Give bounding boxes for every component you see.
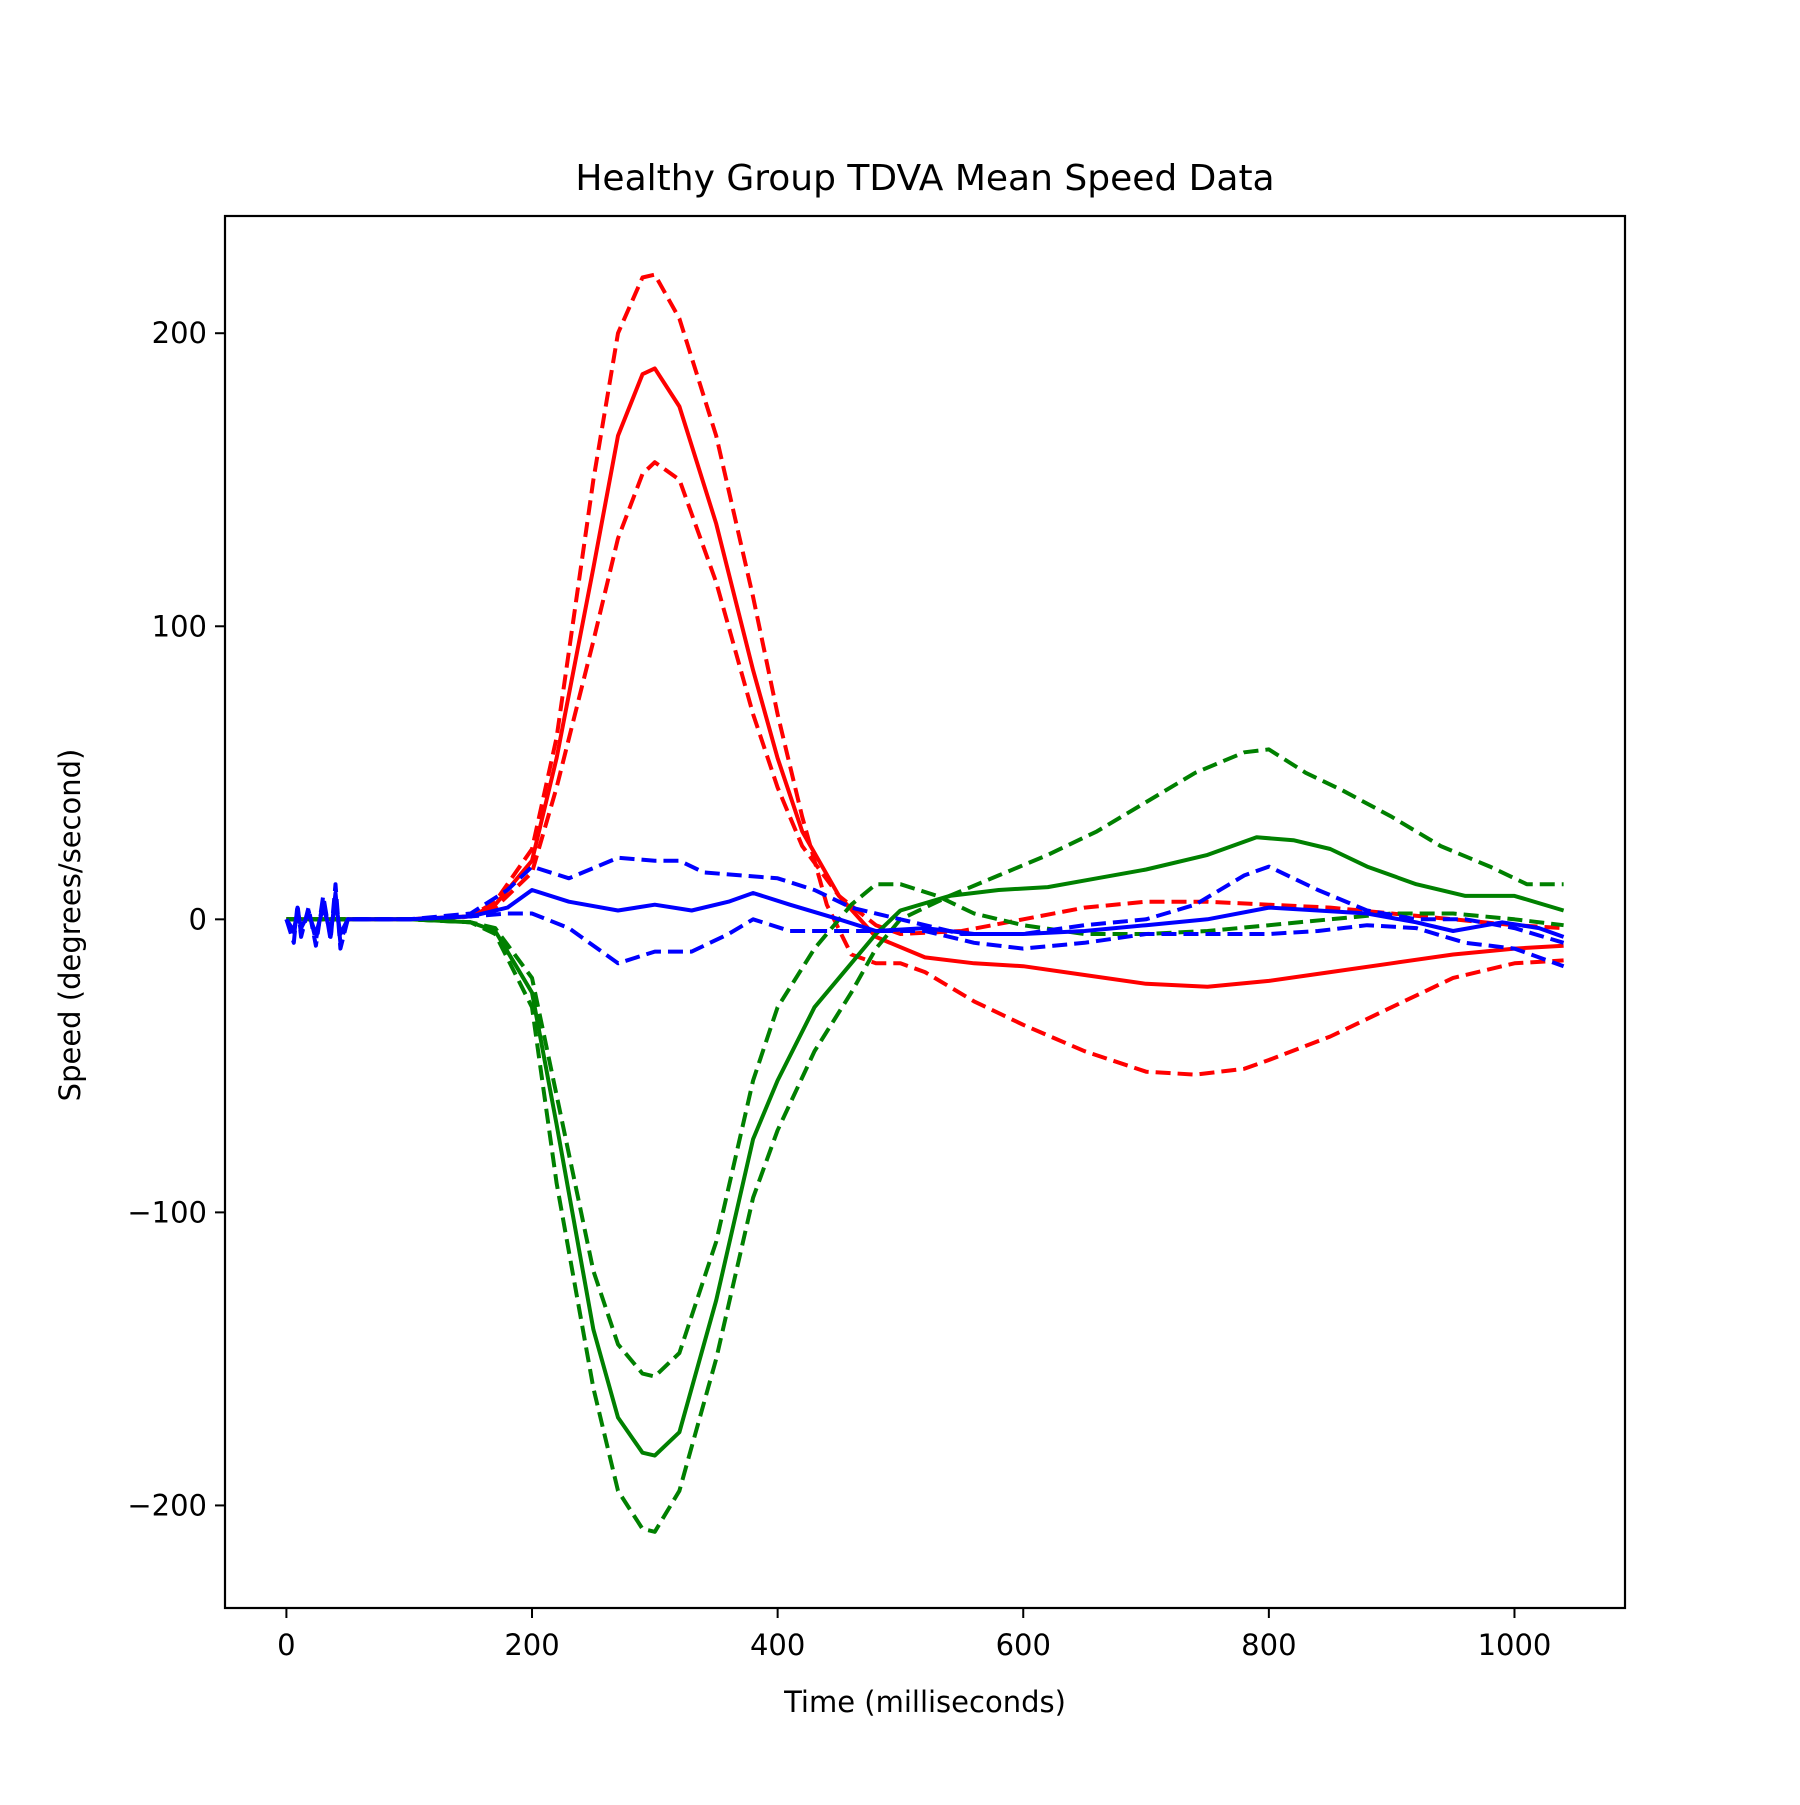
x-tick-label: 0 <box>277 1628 295 1662</box>
y-tick-label: 0 <box>189 902 207 936</box>
green-solid-line-3 <box>286 835 1565 1458</box>
x-axis-label: Time (milliseconds) <box>783 1685 1066 1719</box>
series-layer <box>284 272 1565 1534</box>
y-tick-label: −200 <box>127 1488 207 1522</box>
x-tick-label: 600 <box>996 1628 1051 1662</box>
chart-title: Healthy Group TDVA Mean Speed Data <box>575 158 1274 199</box>
red-dashed-line-2 <box>286 460 1564 936</box>
y-tick-label: 100 <box>152 609 207 643</box>
y-axis-ticks: −200 −100 0 100 200 <box>127 316 225 1522</box>
x-tick-label: 1000 <box>1478 1628 1552 1662</box>
x-tick-label: 200 <box>504 1628 559 1662</box>
blue-dashed-line-8 <box>284 891 1565 969</box>
plot-area-frame <box>223 214 1627 1610</box>
y-tick-label: 200 <box>152 316 207 350</box>
red-dashed-line-1 <box>286 272 1564 1077</box>
green-dashed-line-4 <box>286 747 1564 1534</box>
x-tick-label: 800 <box>1241 1628 1296 1662</box>
y-axis-label: Speed (degrees/second) <box>53 749 87 1102</box>
x-tick-label: 400 <box>750 1628 805 1662</box>
red-solid-line-0 <box>286 366 1564 989</box>
y-tick-label: −100 <box>127 1195 207 1229</box>
x-axis-ticks: 0 200 400 600 800 1000 <box>277 1608 1551 1662</box>
green-dashed-line-5 <box>286 882 1564 1379</box>
